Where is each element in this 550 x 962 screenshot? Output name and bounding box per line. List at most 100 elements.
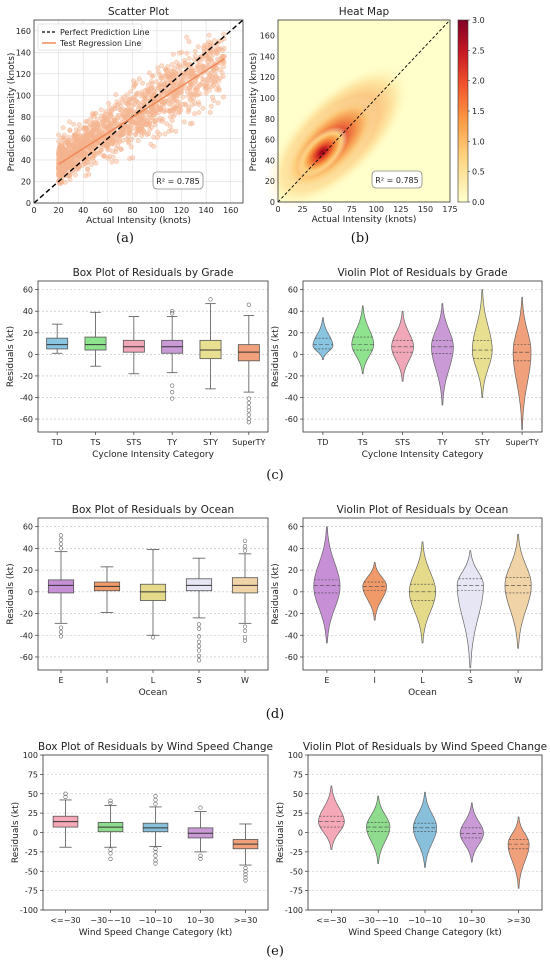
scatter-point: [62, 179, 68, 185]
scatter-point: [196, 99, 201, 105]
heat-ytick-label: 40: [265, 156, 275, 165]
scatter-point: [166, 128, 172, 134]
scatter-point: [73, 127, 79, 133]
scatter-point: [100, 143, 106, 149]
scatter-ytick-label: 100: [16, 91, 31, 100]
scatter-point: [189, 102, 195, 108]
scatter-point: [127, 156, 133, 161]
box-outlier: [242, 548, 248, 553]
colorbar-tick-label: 2.0: [472, 77, 485, 86]
scatter-point: [133, 131, 138, 137]
box-outlier: [108, 856, 113, 861]
scatter-point: [216, 87, 222, 93]
scatter-point: [62, 147, 68, 153]
scatter-point: [128, 89, 134, 95]
scatter-point: [187, 121, 193, 127]
scatter-point: [205, 77, 210, 83]
heat-r2-box: [371, 170, 423, 189]
box-outlier: [196, 653, 202, 658]
box-outlier: [108, 847, 113, 852]
box-outlier: [243, 875, 248, 880]
violin-10~30: [459, 802, 484, 863]
scatter-point: [195, 84, 201, 90]
box-outlier: [58, 533, 64, 538]
scatter-point: [187, 97, 193, 103]
box-c1-ylabel: Residuals (kt): [6, 326, 16, 387]
scatter-point: [98, 147, 104, 153]
box-outlier: [150, 635, 156, 640]
scatter-point: [168, 79, 174, 85]
box-outlier: [63, 794, 68, 799]
scatter-ytick-label: 0: [26, 199, 31, 208]
scatter-point: [106, 146, 112, 152]
scatter-point: [215, 56, 221, 62]
legend-label-regression: Test Regression Line: [59, 39, 141, 48]
scatter-point: [120, 99, 126, 105]
scatter-point: [158, 106, 164, 112]
box-c1-ytick-label: 20: [23, 329, 33, 338]
box-e1-ytick-label: 75: [28, 770, 38, 779]
scatter-point: [208, 70, 214, 76]
box-outlier: [153, 801, 158, 806]
test-regression-line: [58, 58, 225, 165]
violin-body: [471, 289, 493, 398]
scatter-point: [56, 166, 62, 171]
box-outlier: [246, 416, 251, 422]
scatter-point: [146, 70, 152, 76]
scatter-r2-box: [152, 171, 204, 190]
scatter-point: [101, 153, 107, 159]
violin-body: [312, 317, 334, 361]
scatter-point: [186, 39, 192, 45]
scatter-point: [135, 138, 141, 144]
violin-d2-xtick-label: E: [324, 676, 329, 685]
heat-title: Heat Map: [339, 6, 390, 18]
scatter-point: [162, 99, 168, 105]
violin-e2-ylabel: Residuals (kt): [276, 802, 286, 863]
box-outlier: [196, 622, 202, 627]
scatter-point: [181, 77, 187, 83]
scatter-point: [148, 115, 153, 120]
scatter-point: [120, 126, 126, 132]
violin-W: [504, 533, 532, 649]
violin-L: [409, 541, 436, 644]
colorbar-tick-label: 1.5: [472, 107, 485, 116]
scatter-point: [178, 89, 184, 95]
scatter-point: [176, 99, 182, 105]
scatter-point: [140, 80, 145, 86]
scatter-point: [172, 107, 178, 112]
box-e1-xtick-label: 10~30: [187, 916, 214, 925]
scatter-point: [210, 52, 216, 58]
violin-d2-xtick-label: I: [374, 676, 376, 685]
caption-e: (e): [266, 944, 284, 959]
violin-body: [313, 526, 341, 644]
scatter-xlabel: Actual Intensity (knots): [86, 216, 191, 226]
heat-ylabel: Predicted Intensity (knots): [249, 53, 259, 172]
scatter-point: [187, 88, 193, 93]
scatter-point: [153, 79, 159, 85]
violin-d2-ytick-label: 60: [288, 523, 298, 532]
scatter-point: [180, 94, 186, 100]
scatter-point: [154, 86, 160, 92]
box-outlier: [170, 389, 175, 395]
scatter-point: [184, 50, 190, 56]
scatter-point: [175, 63, 181, 69]
box-−30~−10: [97, 798, 124, 861]
scatter-point: [124, 124, 130, 129]
violin-d2-ytick-label: -20: [285, 610, 298, 619]
scatter-point: [108, 113, 114, 119]
box-10~30: [187, 805, 214, 861]
box->=30: [232, 823, 259, 883]
scatter-point: [156, 117, 162, 123]
violin-e2-xtick-label: −30~−10: [358, 916, 398, 925]
scatter-point: [124, 136, 130, 142]
violin-c2-ytick-label: 60: [288, 286, 298, 295]
box-outlier: [153, 858, 158, 863]
violin-d2-ytick-label: 0: [293, 588, 298, 597]
scatter-point: [117, 107, 123, 113]
scatter-xtick-label: 160: [223, 206, 238, 215]
scatter-point: [151, 92, 157, 98]
box-STS: [122, 316, 145, 375]
violin-d2-xtick-label: L: [420, 676, 425, 685]
heat-ytick-label: 140: [260, 52, 275, 61]
heat-ytick-label: 0: [270, 198, 275, 207]
